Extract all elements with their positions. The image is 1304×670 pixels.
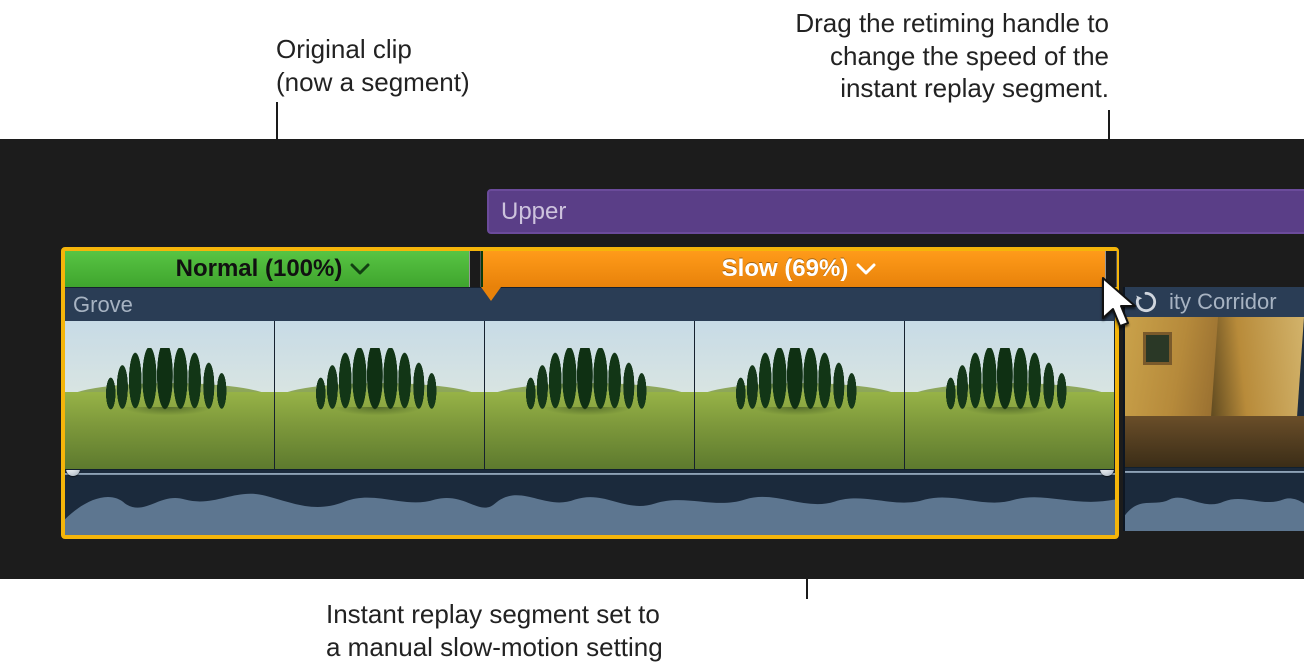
filmstrip-frame	[65, 321, 275, 469]
retime-handle[interactable]	[1105, 251, 1117, 287]
callout-original-clip: Original clip (now a segment)	[276, 33, 470, 98]
clip-name: ity Corridor	[1169, 289, 1277, 315]
filmstrip-frame	[905, 321, 1115, 469]
retime-segment-normal[interactable]: Normal (100%)	[65, 251, 483, 287]
clip-grove-selected[interactable]: Normal (100%) Slow (69%) Grove	[61, 247, 1119, 539]
retime-handle[interactable]	[469, 251, 481, 287]
retime-segment-label: Slow (69%)	[722, 255, 849, 283]
retime-divider-notch	[481, 287, 501, 301]
retime-editor-row: Normal (100%) Slow (69%)	[65, 251, 1115, 287]
clip-title-bar: Grove	[65, 287, 1115, 321]
callout-instant-replay: Instant replay segment set to a manual s…	[326, 598, 663, 663]
connected-clip-upper[interactable]: Upper	[487, 189, 1304, 234]
filmstrip-frame	[695, 321, 905, 469]
retime-segment-slow[interactable]: Slow (69%)	[483, 251, 1115, 287]
connected-clip-label: Upper	[501, 198, 566, 226]
filmstrip-frame	[275, 321, 485, 469]
clip-filmstrip[interactable]	[65, 321, 1115, 469]
clip-audio-waveform[interactable]	[1125, 467, 1304, 531]
clip-filmstrip[interactable]	[1125, 317, 1304, 467]
clip-name: Grove	[73, 292, 133, 318]
clip-audio-waveform[interactable]	[65, 469, 1115, 535]
clip-title-bar: ity Corridor	[1125, 287, 1304, 317]
retime-segment-label: Normal (100%)	[176, 255, 343, 283]
callout-retiming-handle: Drag the retiming handle to change the s…	[795, 7, 1109, 105]
chevron-down-icon[interactable]	[350, 262, 370, 276]
annotated-screenshot: Original clip (now a segment) Drag the r…	[0, 0, 1304, 670]
loop-icon	[1133, 289, 1159, 315]
clip-city-corridor[interactable]: ity Corridor	[1123, 287, 1304, 531]
chevron-down-icon[interactable]	[856, 262, 876, 276]
filmstrip-frame	[485, 321, 695, 469]
